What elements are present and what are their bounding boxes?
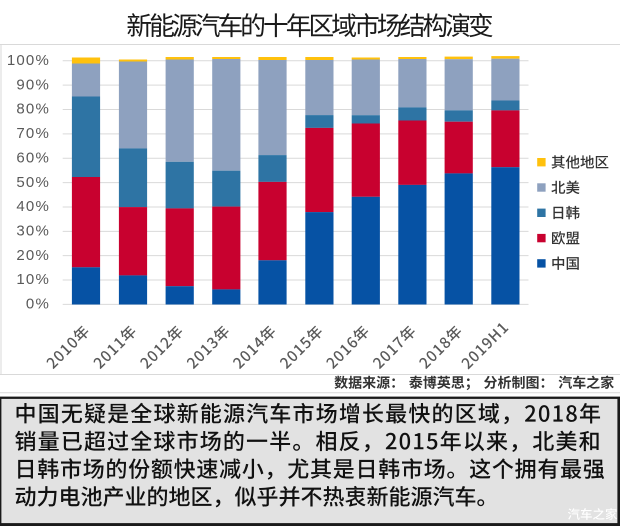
svg-text:70%: 70% xyxy=(16,125,50,142)
svg-text:0%: 0% xyxy=(26,296,50,313)
svg-text:60%: 60% xyxy=(16,149,50,166)
svg-text:50%: 50% xyxy=(16,174,50,191)
svg-text:100%: 100% xyxy=(7,52,50,69)
svg-text:20%: 20% xyxy=(16,247,50,264)
svg-text:10%: 10% xyxy=(16,271,50,288)
svg-text:90%: 90% xyxy=(16,76,50,93)
svg-text:40%: 40% xyxy=(16,198,50,215)
svg-text:80%: 80% xyxy=(16,101,50,118)
svg-text:30%: 30% xyxy=(16,223,50,240)
